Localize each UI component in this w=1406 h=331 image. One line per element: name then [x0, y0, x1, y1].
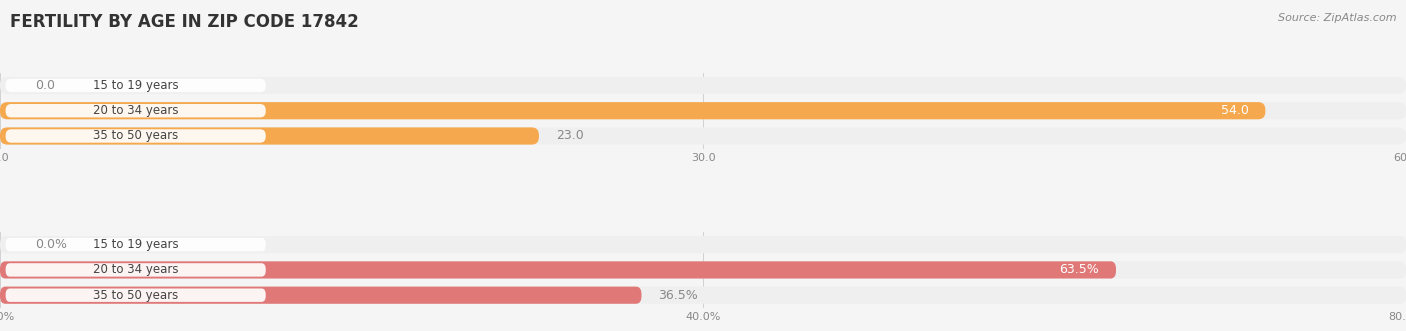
Text: 20 to 34 years: 20 to 34 years: [93, 263, 179, 276]
Text: 63.5%: 63.5%: [1059, 263, 1099, 276]
Text: Source: ZipAtlas.com: Source: ZipAtlas.com: [1278, 13, 1396, 23]
FancyBboxPatch shape: [0, 127, 538, 145]
Text: 20 to 34 years: 20 to 34 years: [93, 104, 179, 117]
Text: 35 to 50 years: 35 to 50 years: [93, 129, 179, 142]
FancyBboxPatch shape: [0, 77, 1406, 94]
FancyBboxPatch shape: [6, 263, 266, 277]
FancyBboxPatch shape: [0, 261, 1406, 278]
Text: 35 to 50 years: 35 to 50 years: [93, 289, 179, 302]
FancyBboxPatch shape: [6, 104, 266, 118]
Text: FERTILITY BY AGE IN ZIP CODE 17842: FERTILITY BY AGE IN ZIP CODE 17842: [10, 13, 359, 31]
Text: 0.0%: 0.0%: [35, 238, 67, 251]
Text: 23.0: 23.0: [555, 129, 583, 142]
FancyBboxPatch shape: [6, 238, 266, 251]
Text: 0.0: 0.0: [35, 79, 55, 92]
Text: 15 to 19 years: 15 to 19 years: [93, 79, 179, 92]
FancyBboxPatch shape: [6, 129, 266, 143]
FancyBboxPatch shape: [0, 287, 1406, 304]
FancyBboxPatch shape: [6, 289, 266, 302]
FancyBboxPatch shape: [0, 102, 1406, 119]
Text: 36.5%: 36.5%: [658, 289, 699, 302]
FancyBboxPatch shape: [0, 261, 1116, 278]
FancyBboxPatch shape: [0, 127, 1406, 145]
FancyBboxPatch shape: [0, 102, 1265, 119]
FancyBboxPatch shape: [0, 236, 1406, 253]
FancyBboxPatch shape: [6, 79, 266, 92]
Text: 54.0: 54.0: [1220, 104, 1249, 117]
FancyBboxPatch shape: [0, 287, 641, 304]
Text: 15 to 19 years: 15 to 19 years: [93, 238, 179, 251]
